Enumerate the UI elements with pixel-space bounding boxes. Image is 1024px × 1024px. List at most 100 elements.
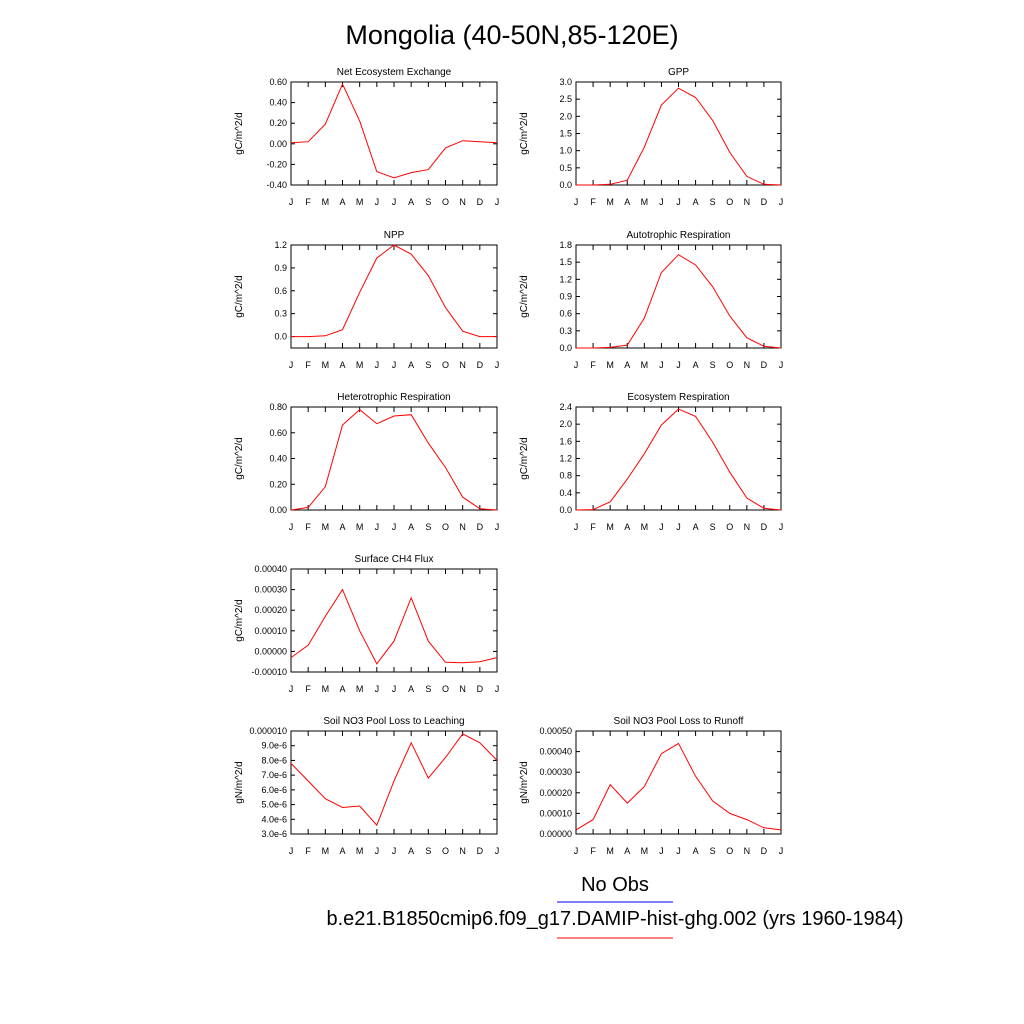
x-tick-label: O [442,360,449,370]
legend-label-model: b.e21.B1850cmip6.f09_g17.DAMIP-hist-ghg.… [326,908,903,930]
x-tick-label: M [606,522,614,532]
y-tick-label: 0.80 [269,402,287,412]
y-tick-label: 1.6 [559,436,572,446]
x-tick-label: D [761,197,768,207]
x-tick-label: J [779,846,784,856]
y-tick-label: 0.00050 [539,726,572,736]
series-line [290,408,498,511]
x-tick-label: O [442,684,449,694]
x-tick-label: J [779,522,784,532]
y-tick-label: 0.00000 [539,829,572,839]
y-tick-label: 4.0e-6 [261,814,287,824]
y-tick-label: 0.4 [559,488,572,498]
y-axis-label: gC/m^2/d [234,599,245,642]
y-tick-label: 1.2 [559,454,572,464]
x-tick-label: N [744,197,751,207]
x-tick-label: A [408,360,414,370]
x-tick-label: F [305,360,311,370]
y-tick-label: 2.0 [559,111,572,121]
x-tick-label: S [425,197,431,207]
x-tick-label: N [459,846,466,856]
x-tick-label: J [574,360,579,370]
x-tick-label: J [392,522,397,532]
y-tick-label: 0.3 [274,309,287,319]
x-tick-label: A [693,360,699,370]
x-tick-label: A [339,684,345,694]
x-tick-label: O [726,846,733,856]
y-tick-label: 1.5 [559,129,572,139]
x-tick-label: J [676,522,681,532]
x-tick-label: A [624,197,630,207]
x-tick-label: J [574,197,579,207]
x-tick-label: O [442,846,449,856]
x-tick-label: M [322,522,330,532]
x-tick-label: J [659,197,664,207]
y-tick-label: 0.0 [559,343,572,353]
chart-title: Soil NO3 Pool Loss to Leaching [323,716,464,727]
y-tick-label: -0.00010 [251,667,287,677]
x-tick-label: F [590,522,596,532]
y-tick-label: 5.0e-6 [261,800,287,810]
x-tick-label: S [425,522,431,532]
y-tick-label: 0.20 [269,479,287,489]
x-tick-label: S [425,360,431,370]
x-tick-label: J [392,197,397,207]
series-line [290,733,498,827]
y-tick-label: 0.20 [269,118,287,128]
x-tick-label: M [641,522,649,532]
x-tick-label: O [442,522,449,532]
y-axis-label: gC/m^2/d [519,275,530,318]
x-tick-label: D [477,360,484,370]
x-tick-label: D [477,522,484,532]
x-tick-label: A [339,197,345,207]
x-tick-label: A [408,522,414,532]
x-tick-label: S [425,846,431,856]
y-tick-label: -0.20 [266,159,287,169]
x-tick-label: A [339,522,345,532]
y-tick-label: 0.40 [269,454,287,464]
x-tick-label: J [779,197,784,207]
chart-title: Ecosystem Respiration [627,392,729,403]
y-tick-label: 0.00020 [539,788,572,798]
x-tick-label: J [375,684,380,694]
chart-net-ecosystem-exchange: Net Ecosystem Exchange -0.40 -0.20 0.00 0.20… [234,67,499,207]
x-tick-label: M [356,522,364,532]
x-tick-label: D [761,522,768,532]
y-tick-label: 2.4 [559,402,572,412]
x-tick-label: S [710,846,716,856]
x-tick-label: J [779,360,784,370]
y-tick-label: 0.00 [269,505,287,515]
y-tick-label: 2.0 [559,419,572,429]
x-tick-label: S [710,360,716,370]
plot-frame [290,406,498,511]
x-tick-label: D [761,360,768,370]
series-line [575,408,782,511]
x-tick-label: J [659,522,664,532]
figure-title: Mongolia (40-50N,85-120E) [345,20,678,50]
y-axis-label: gC/m^2/d [519,112,530,155]
x-tick-label: J [289,197,294,207]
x-tick-label: M [641,846,649,856]
x-tick-label: A [693,197,699,207]
x-tick-label: D [761,846,768,856]
chart-title: Autotrophic Respiration [627,230,731,241]
chart-soil-no3-runoff: Soil NO3 Pool Loss to Runoff 0.00000 0.000… [519,716,783,856]
plot-frame [575,730,782,835]
x-tick-label: N [459,197,466,207]
y-axis-label: gC/m^2/d [234,112,245,155]
y-axis-label: gC/m^2/d [234,275,245,318]
plot-frame [290,568,498,673]
y-tick-label: 0.00030 [539,767,572,777]
x-tick-label: M [641,360,649,370]
y-tick-label: 1.8 [559,240,572,250]
x-tick-label: J [495,360,500,370]
x-tick-label: J [289,684,294,694]
x-tick-label: A [693,846,699,856]
y-tick-label: 0.00020 [254,605,287,615]
y-tick-label: 0.000010 [249,726,287,736]
y-tick-label: 2.5 [559,94,572,104]
plot-frame [575,406,782,511]
y-tick-label: 0.0 [274,332,287,342]
y-tick-label: 1.2 [274,240,287,250]
